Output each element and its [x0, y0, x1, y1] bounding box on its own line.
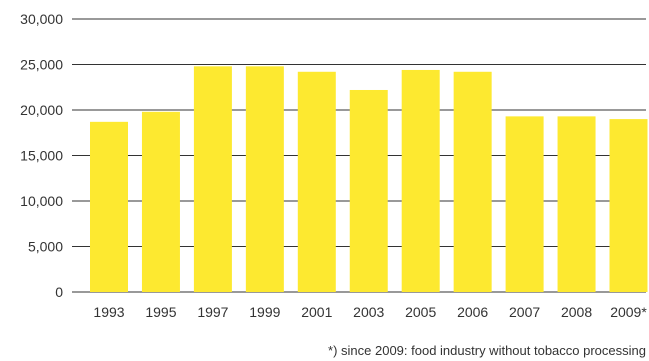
y-tick-labels: 0 5,000 10,000 15,000 20,000 25,000 30,000	[20, 11, 63, 300]
y-tick-label: 25,000	[20, 57, 63, 73]
x-tick-label: 2001	[301, 304, 332, 320]
y-tick-label: 30,000	[20, 11, 63, 27]
bar	[90, 121, 128, 292]
bar	[245, 66, 284, 292]
bars	[90, 66, 648, 293]
x-tick-label: 2009*	[610, 304, 647, 320]
x-tick-label: 1999	[249, 304, 280, 320]
y-tick-label: 15,000	[20, 148, 63, 164]
y-tick-label: 20,000	[20, 102, 63, 118]
bar	[453, 71, 492, 292]
y-tick-label: 5,000	[28, 239, 63, 255]
bar	[557, 116, 596, 293]
x-tick-label: 1995	[145, 304, 176, 320]
bar	[401, 69, 440, 293]
bar	[141, 111, 180, 292]
bar	[349, 89, 388, 292]
y-tick-label: 10,000	[20, 193, 63, 209]
x-tick-label: 2006	[457, 304, 488, 320]
footnote: *) since 2009: food industry without tob…	[328, 343, 646, 358]
x-tick-label: 2003	[353, 304, 384, 320]
x-tick-labels: 1993 1995 1997 1999 2001 2003 2005 2006 2007 2008…	[93, 304, 647, 320]
y-tick-label: 0	[55, 284, 63, 300]
x-tick-label: 2008	[561, 304, 592, 320]
x-tick-label: 1993	[93, 304, 124, 320]
x-tick-label: 2007	[509, 304, 540, 320]
x-tick-label: 1997	[197, 304, 228, 320]
bar	[297, 71, 336, 292]
bar	[609, 119, 648, 292]
bar	[505, 116, 544, 293]
x-tick-label: 2005	[405, 304, 436, 320]
bar	[193, 66, 232, 292]
